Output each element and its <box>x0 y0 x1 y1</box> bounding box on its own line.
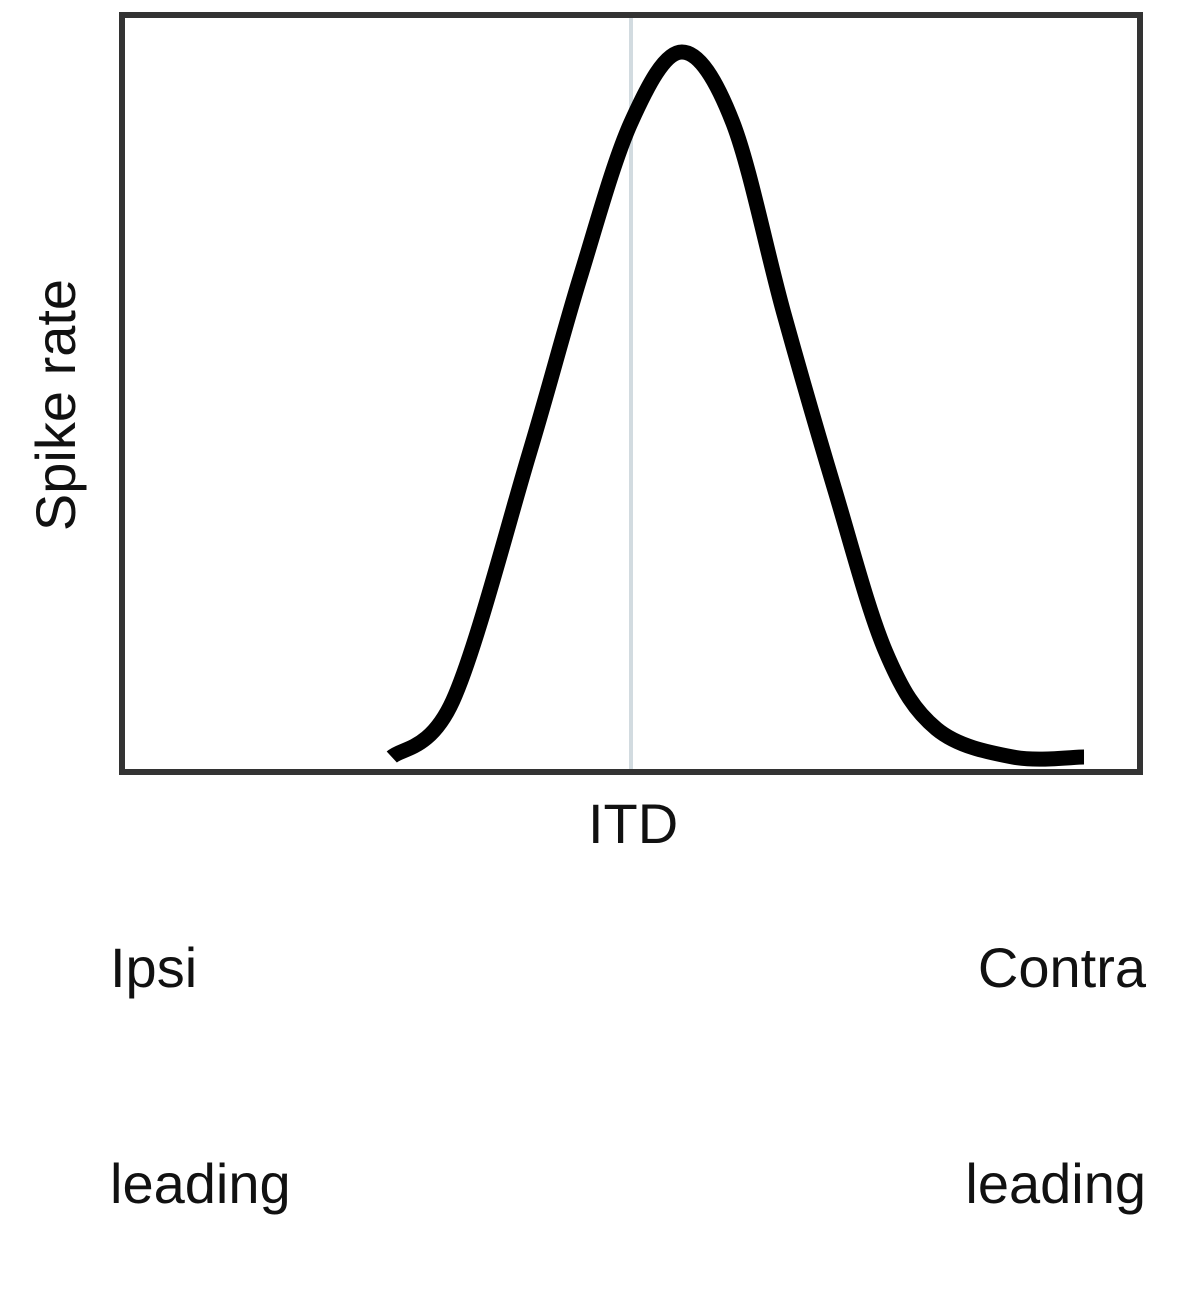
x-tick-label-ipsi-line1: Ipsi <box>110 936 198 999</box>
x-tick-label-ipsi: Ipsi leading <box>110 788 291 1292</box>
x-tick-label-contra: Contra leading <box>965 788 1146 1292</box>
tuning-curve-line <box>386 44 1085 767</box>
y-axis-label: Spike rate <box>24 278 87 532</box>
x-tick-label-contra-line2: leading <box>965 1152 1146 1215</box>
plot-frame <box>119 12 1143 775</box>
x-tick-label-itd: ITD <box>588 792 679 855</box>
x-tick-label-ipsi-line2: leading <box>110 1152 291 1215</box>
x-tick-label-contra-line1: Contra <box>977 936 1146 999</box>
chart <box>119 12 1143 775</box>
